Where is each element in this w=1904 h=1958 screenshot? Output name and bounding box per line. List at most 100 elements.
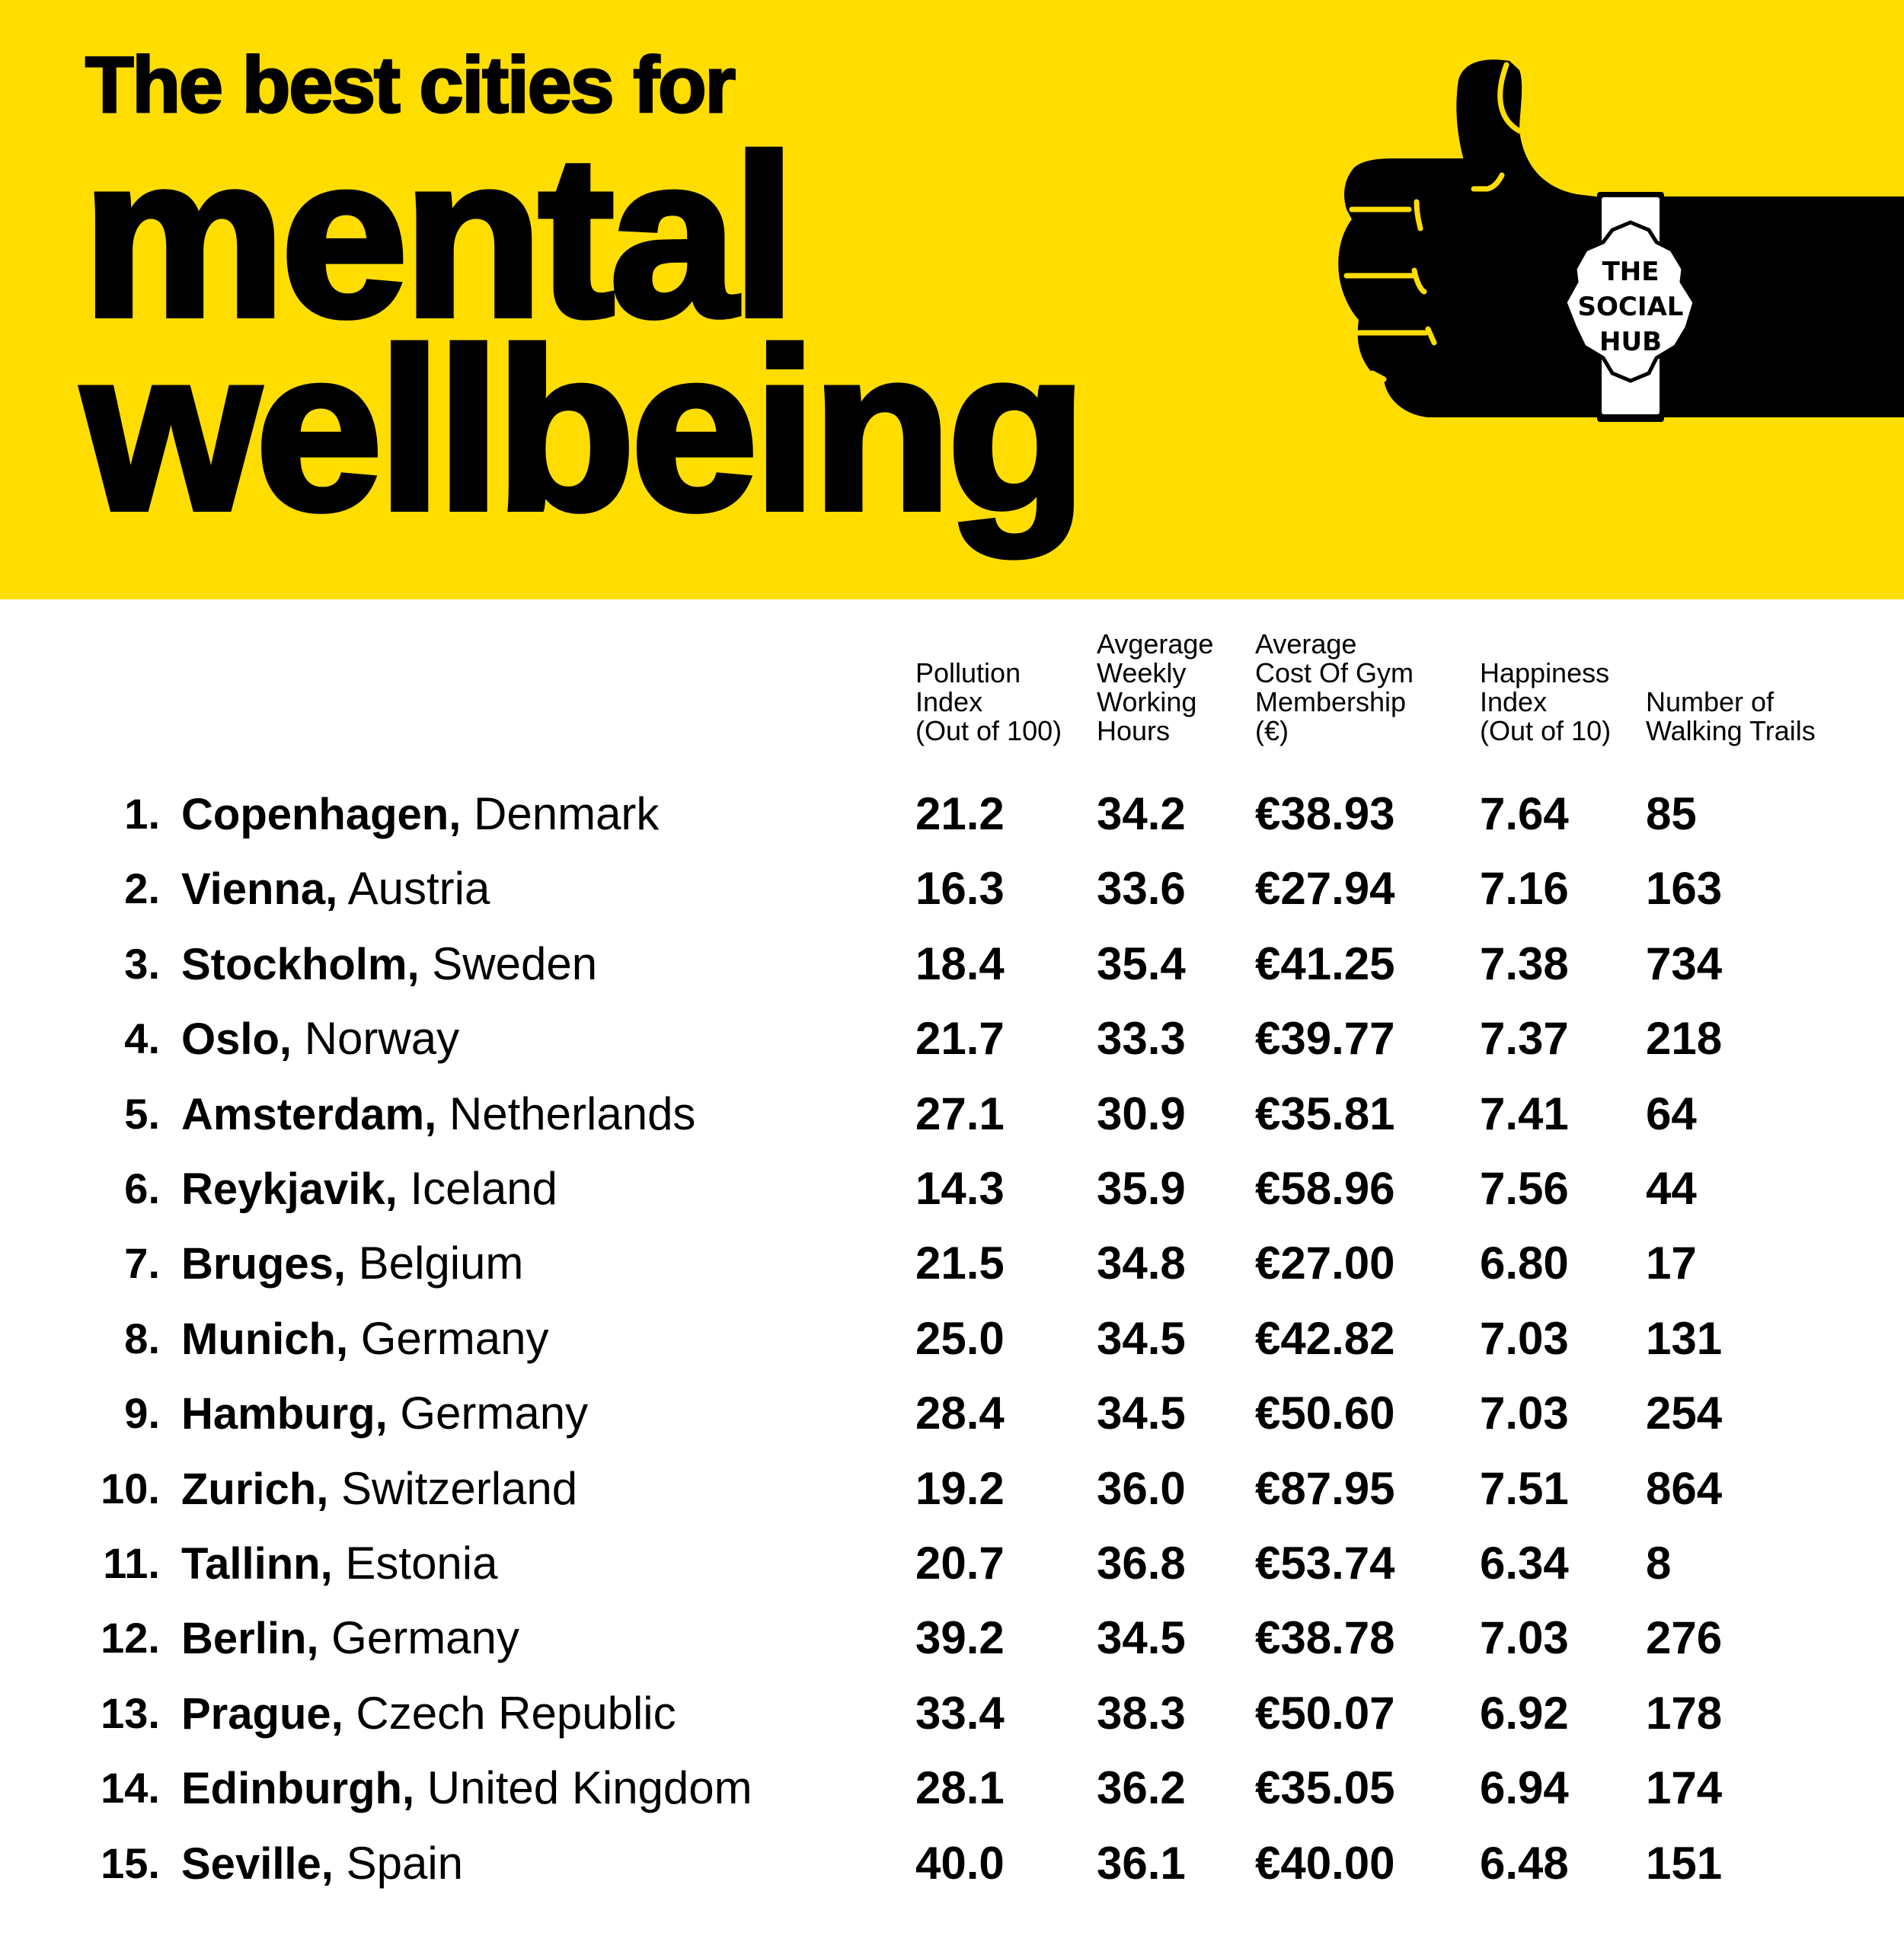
cell-value: 7.03 [1480,1388,1569,1439]
cell-value: 864 [1646,1462,1723,1514]
logo-text-social: SOCIAL [1578,292,1684,322]
cell-value: 7.51 [1480,1462,1569,1514]
city-country: Munich, Germany [181,1302,549,1377]
country-name: Netherlands [449,1088,696,1139]
cell-value: 34.5 [1097,1388,1186,1439]
cell-value: 30.9 [1097,1088,1186,1139]
cell-value: 6.94 [1480,1762,1569,1814]
cell-value: 44 [1646,1163,1697,1214]
table-row: 4. Oslo, Norway 21.7 33.3 €39.77 7.37 218 [0,1001,1904,1076]
city-country: Vienna, Austria [181,851,490,927]
city-name: Prague, [181,1688,343,1739]
cell-value: 38.3 [1097,1687,1186,1739]
country-name: Estonia [345,1538,498,1589]
country-name: Sweden [432,937,598,989]
column-header: Number of Walking Trails [1646,688,1816,746]
cell-value: 36.8 [1097,1538,1186,1589]
city-country: Copenhagen, Denmark [181,777,659,852]
city-country: Oslo, Norway [181,1001,459,1077]
cell-value: €50.07 [1255,1687,1395,1739]
column-header-line: (Out of 10) [1480,715,1612,746]
rank: 2. [124,864,160,913]
column-header: Average Cost Of Gym Membership (€) [1255,630,1414,746]
city-country: Zurich, Switzerland [181,1452,577,1527]
cell-value: 8 [1646,1538,1672,1589]
city-name: Berlin, [181,1614,319,1664]
cell-value: 14.3 [915,1163,1005,1214]
country-name: Germany [360,1312,549,1364]
cell-value: 178 [1646,1687,1723,1739]
cell-value: 218 [1646,1013,1723,1065]
cell-value: 21.2 [915,788,1005,839]
logo-text-the: THE [1602,257,1660,287]
cell-value: 7.03 [1480,1312,1569,1364]
cell-value: 35.9 [1097,1163,1186,1214]
cell-value: €35.05 [1255,1762,1395,1814]
city-country: Amsterdam, Netherlands [181,1077,695,1152]
cell-value: 33.4 [915,1687,1005,1739]
logo-text-hub: HUB [1599,327,1662,357]
cell-value: €50.60 [1255,1388,1395,1439]
cell-value: 36.0 [1097,1462,1186,1514]
table-row: 5. Amsterdam, Netherlands 27.1 30.9 €35.81 7.… [0,1077,1904,1151]
cell-value: 131 [1646,1312,1723,1364]
table-row: 12. Berlin, Germany 39.2 34.5 €38.78 7.03 276 [0,1601,1904,1675]
column-header-line: Working [1097,686,1197,717]
table-row: 11. Tallinn, Estonia 20.7 36.8 €53.74 6.34 8 [0,1526,1904,1601]
cell-value: 85 [1646,788,1697,839]
cell-value: €27.94 [1255,863,1395,915]
city-name: Vienna, [181,864,338,915]
city-name: Oslo, [181,1014,292,1065]
city-country: Stockholm, Sweden [181,927,597,1002]
column-header-line: Average [1255,628,1357,660]
city-name: Stockholm, [181,939,420,989]
table-row: 14. Edinburgh, United Kingdom 28.1 36.2 €35.… [0,1751,1904,1825]
city-country: Hamburg, Germany [181,1376,588,1452]
cell-value: 34.5 [1097,1612,1186,1664]
cell-value: 64 [1646,1088,1697,1139]
column-header-line: (Out of 100) [915,715,1062,746]
city-country: Edinburgh, United Kingdom [181,1751,752,1826]
cell-value: 33.3 [1097,1013,1186,1065]
city-name: Tallinn, [181,1539,333,1589]
city-name: Zurich, [181,1464,329,1514]
cell-value: €38.78 [1255,1612,1395,1664]
cell-value: 36.1 [1097,1837,1186,1889]
cell-value: 151 [1646,1837,1723,1889]
cell-value: €58.96 [1255,1163,1395,1214]
cell-value: 276 [1646,1612,1723,1664]
cell-value: 39.2 [915,1612,1005,1664]
country-name: Iceland [410,1163,557,1214]
table-row: 2. Vienna, Austria 16.3 33.6 €27.94 7.16 163 [0,851,1904,926]
cell-value: €27.00 [1255,1238,1395,1289]
cell-value: €39.77 [1255,1013,1395,1065]
cell-value: 36.2 [1097,1762,1186,1814]
table-row: 10. Zurich, Switzerland 19.2 36.0 €87.95 7.51… [0,1452,1904,1526]
cell-value: 17 [1646,1238,1697,1289]
title-line-1: The best cities for [85,41,737,129]
column-header-line: Index [1480,686,1548,717]
country-name: Germany [331,1612,519,1664]
cell-value: 6.34 [1480,1538,1569,1589]
cell-value: 28.1 [915,1762,1005,1814]
cell-value: 19.2 [915,1462,1005,1514]
city-name: Amsterdam, [181,1089,437,1139]
rank: 10. [101,1464,160,1512]
cell-value: 7.37 [1480,1013,1569,1065]
cell-value: 174 [1646,1762,1723,1814]
cell-value: 21.5 [915,1238,1005,1289]
cell-value: 18.4 [915,937,1005,989]
country-name: Czech Republic [356,1687,676,1739]
country-name: Germany [400,1388,589,1439]
column-header-line: (€) [1255,715,1289,746]
cell-value: 7.03 [1480,1612,1569,1664]
cell-value: 25.0 [915,1312,1005,1364]
city-country: Prague, Czech Republic [181,1676,676,1752]
cell-value: 6.48 [1480,1837,1569,1889]
rank: 1. [124,790,160,838]
thumbs-up-logo-icon: THE SOCIAL HUB [1338,59,1904,422]
column-header-line: Index [915,686,983,717]
city-name: Hamburg, [181,1389,388,1439]
cell-value: 7.38 [1480,937,1569,989]
country-name: Denmark [474,788,660,839]
